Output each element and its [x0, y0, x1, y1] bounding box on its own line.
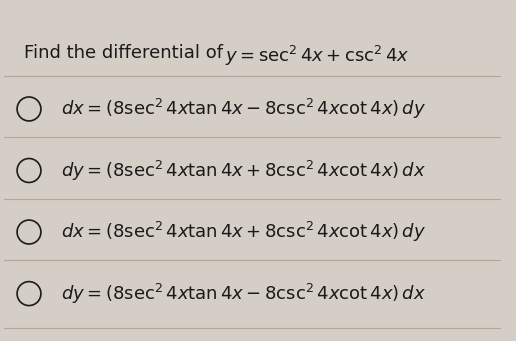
Text: $dx = (8\sec^2 4x\tan 4x + 8\csc^2 4x\cot 4x)\,dy$: $dx = (8\sec^2 4x\tan 4x + 8\csc^2 4x\co… [61, 220, 426, 244]
Text: Find the differential of: Find the differential of [24, 44, 229, 62]
Text: $y = \sec^2 4x + \csc^2 4x$: $y = \sec^2 4x + \csc^2 4x$ [225, 44, 410, 68]
Text: $dx = (8\sec^2 4x\tan 4x - 8\csc^2 4x\cot 4x)\,dy$: $dx = (8\sec^2 4x\tan 4x - 8\csc^2 4x\co… [61, 97, 426, 121]
Text: $dy = (8\sec^2 4x\tan 4x - 8\csc^2 4x\cot 4x)\,dx$: $dy = (8\sec^2 4x\tan 4x - 8\csc^2 4x\co… [61, 282, 426, 306]
Text: $dy = (8\sec^2 4x\tan 4x + 8\csc^2 4x\cot 4x)\,dx$: $dy = (8\sec^2 4x\tan 4x + 8\csc^2 4x\co… [61, 159, 426, 182]
